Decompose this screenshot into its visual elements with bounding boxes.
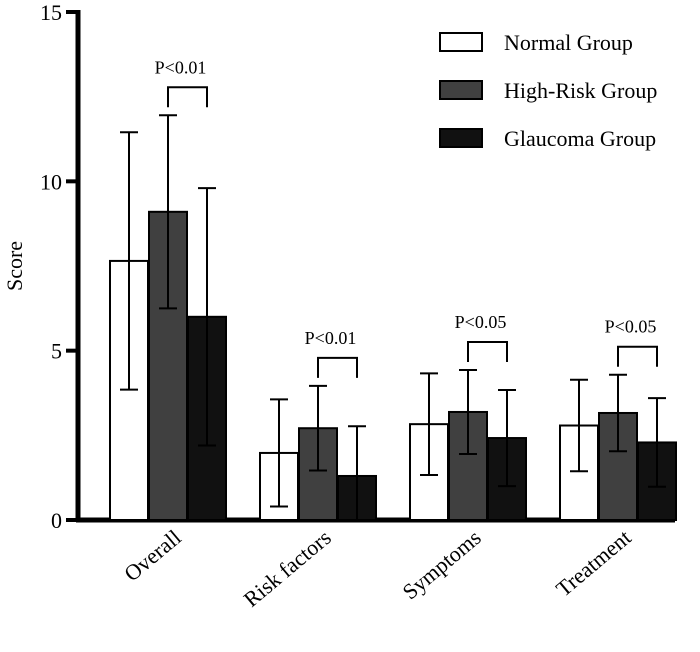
y-tick-label: 10: [40, 169, 62, 194]
significance-bracket: [167, 86, 208, 108]
error-bars: [120, 114, 666, 521]
significance-label: P<0.05: [455, 312, 507, 332]
x-tick-label: Risk factors: [239, 525, 336, 612]
x-tick-label: Overall: [119, 525, 186, 587]
legend-swatch: [439, 128, 483, 148]
significance-bracket: [617, 345, 658, 367]
legend-label: Glaucoma Group: [504, 126, 656, 151]
x-tick-label: Treatment: [551, 525, 636, 602]
legend-swatch: [439, 32, 483, 52]
significance-bracket: [467, 340, 508, 362]
significance-bracket: [317, 356, 358, 378]
legend-swatch: [439, 80, 483, 100]
legend-label: High-Risk Group: [504, 78, 657, 103]
legend: Normal Group High-Risk Group Glaucoma Grou…: [439, 30, 657, 151]
x-tick-label: Symptoms: [398, 525, 486, 605]
y-tick-label: 0: [51, 508, 62, 533]
bars: [109, 210, 677, 522]
significance-annotations: P<0.01 P<0.01 P<0.05 P<0.05: [155, 57, 658, 378]
significance-label: P<0.01: [305, 328, 357, 348]
significance-label: P<0.05: [605, 317, 657, 337]
y-axis-label: Score: [2, 241, 27, 291]
y-tick-label: 15: [40, 0, 62, 25]
legend-label: Normal Group: [504, 30, 633, 55]
significance-label: P<0.01: [155, 57, 207, 77]
y-tick-label: 5: [51, 339, 62, 364]
